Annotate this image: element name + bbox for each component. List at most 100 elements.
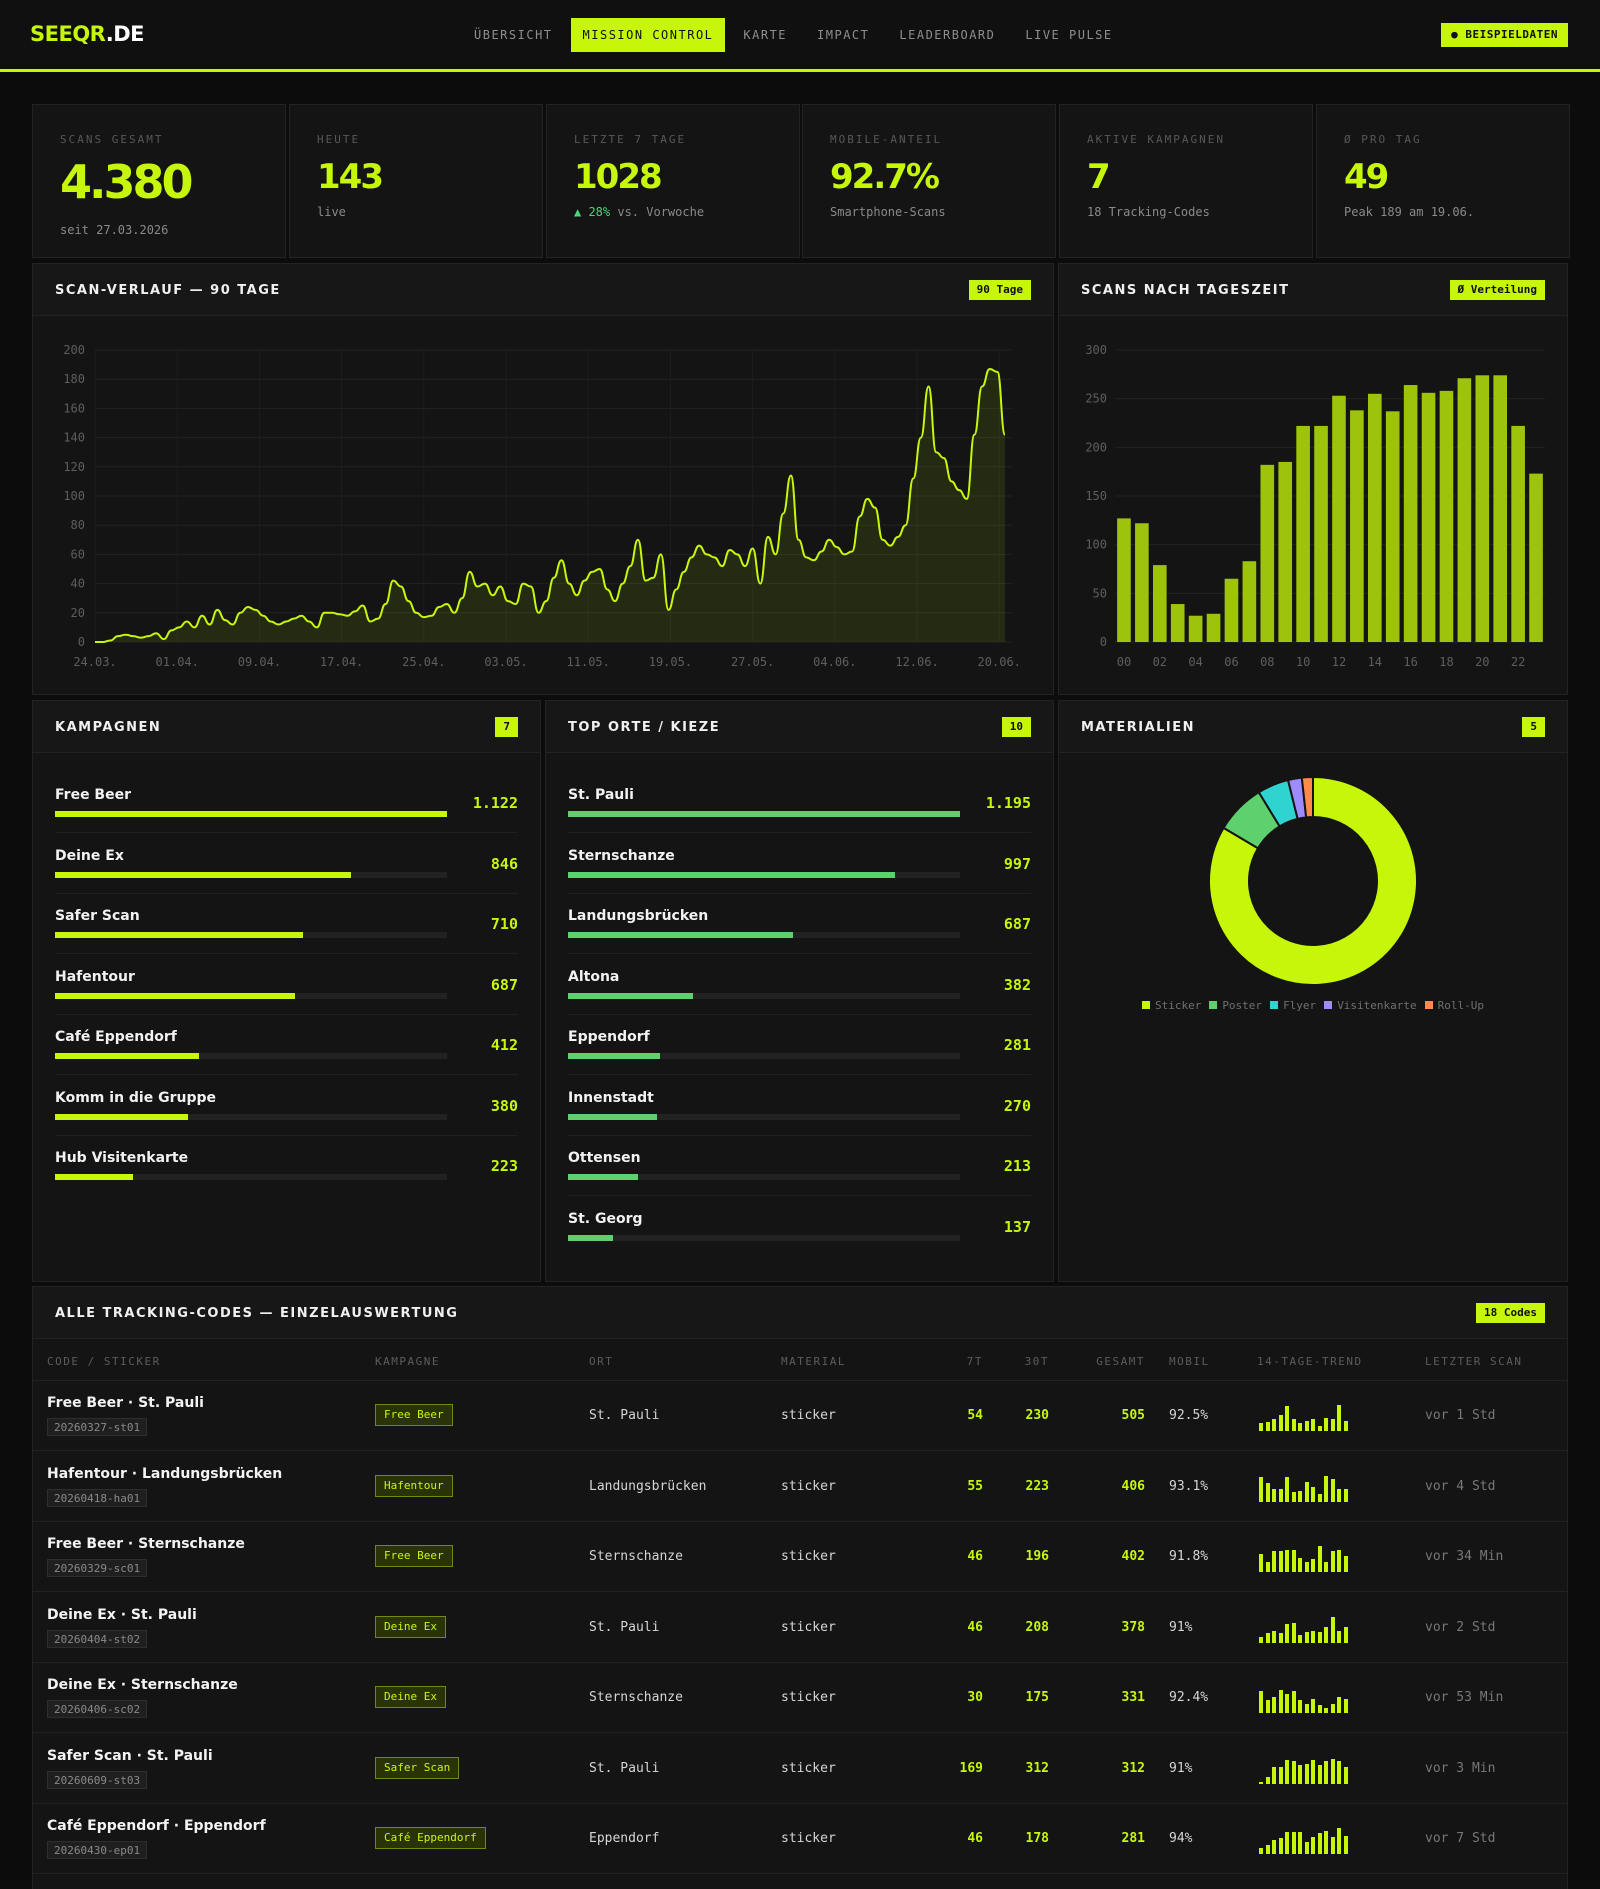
donut-slice-roll-up[interactable] (1300, 775, 1314, 819)
campaign-row[interactable]: Hafentour 687 (55, 955, 518, 1015)
table-row[interactable]: Café Eppendorf · Eppendorf 20260430-ep01 C… (33, 1804, 1567, 1874)
codes-count-badge: 18 Codes (1476, 1303, 1545, 1323)
rank-bar-track (568, 1234, 960, 1241)
tab-karte[interactable]: KARTE (743, 28, 788, 42)
table-row[interactable]: Free Beer · Sternschanze 20260329-sc01 Fre… (33, 1522, 1567, 1592)
distribution-badge[interactable]: Ø Verteilung (1449, 280, 1545, 300)
hour-bar-02[interactable] (1152, 565, 1167, 642)
range-badge[interactable]: 90 Tage (968, 280, 1031, 300)
legend-item[interactable]: Visitenkarte (1324, 999, 1417, 1012)
hour-bar-03[interactable] (1170, 604, 1185, 642)
hour-bar-23[interactable] (1529, 473, 1543, 642)
x-tick-label: 02 (1153, 655, 1167, 669)
col-code[interactable]: CODE / STICKER (47, 1355, 161, 1368)
hour-bar-22[interactable] (1511, 425, 1525, 642)
hour-bar-05[interactable] (1206, 613, 1221, 642)
hour-bar-01[interactable] (1135, 523, 1149, 642)
spark-bar (1337, 1549, 1341, 1572)
spark-bar (1298, 1765, 1302, 1784)
col-7t[interactable]: 7T (966, 1355, 983, 1368)
hour-bar-14[interactable] (1367, 393, 1382, 642)
col-total[interactable]: GESAMT (1096, 1355, 1145, 1368)
hour-bar-10[interactable] (1296, 425, 1310, 642)
campaign-row[interactable]: Free Beer 1.122 (55, 773, 518, 833)
hour-bar-06[interactable] (1224, 578, 1239, 642)
tab-impact[interactable]: IMPACT (817, 28, 870, 42)
rank-name: Deine Ex (55, 847, 124, 864)
rank-bar-fill (568, 992, 694, 999)
spark-bar (1317, 1632, 1322, 1643)
table-row[interactable]: Deine Ex · Sternschanze 20260406-sc02 Dein… (33, 1663, 1567, 1733)
tab-leaderboard[interactable]: LEADERBOARD (899, 28, 996, 42)
campaign-row[interactable]: Café Eppendorf 412 (55, 1015, 518, 1075)
hour-bar-09[interactable] (1278, 461, 1293, 642)
x-tick-label: 08 (1260, 655, 1274, 669)
tab-live-pulse[interactable]: LIVE PULSE (1025, 28, 1113, 42)
col-mobile[interactable]: MOBIL (1169, 1355, 1210, 1368)
place-row[interactable]: Eppendorf 281 (568, 1015, 1031, 1075)
col-30t[interactable]: 30T (1024, 1355, 1049, 1368)
place-row[interactable]: St. Georg 137 (568, 1197, 1031, 1257)
campaign-row[interactable]: Hub Visitenkarte 223 (55, 1136, 518, 1196)
hour-bar-12[interactable] (1332, 395, 1346, 642)
spark-bar (1259, 1476, 1263, 1502)
material-cell: sticker (781, 1690, 836, 1705)
campaign-row[interactable]: Komm in die Gruppe 380 (55, 1076, 518, 1136)
tab-uebersicht[interactable]: ÜBERSICHT (474, 28, 553, 42)
col-campaign[interactable]: KAMPAGNE (375, 1355, 440, 1368)
donut-slice-sticker[interactable] (1208, 775, 1418, 986)
place-row[interactable]: Sternschanze 997 (568, 834, 1031, 894)
hour-bar-20[interactable] (1475, 375, 1490, 642)
place-row[interactable]: Ottensen 213 (568, 1136, 1031, 1196)
place-row[interactable]: Innenstadt 270 (568, 1076, 1031, 1136)
hour-bar-19[interactable] (1457, 378, 1472, 642)
table-row[interactable]: Hafentour · Landungsbrücken 20260418-ha01… (33, 1452, 1567, 1522)
campaign-tag[interactable]: Deine Ex (375, 1615, 446, 1638)
spark-bar (1272, 1697, 1276, 1713)
kpi-value: 4.380 (60, 155, 194, 209)
hour-bar-13[interactable] (1350, 410, 1364, 642)
hour-bar-04[interactable] (1188, 615, 1203, 642)
col-place[interactable]: ORT (589, 1355, 614, 1368)
legend-item[interactable]: Sticker (1141, 999, 1201, 1012)
campaign-tag[interactable]: Free Beer (375, 1545, 453, 1567)
hour-bar-00[interactable] (1117, 518, 1131, 642)
campaign-tag[interactable]: Hafentour (375, 1474, 453, 1497)
spark-bar (1304, 1561, 1309, 1572)
demo-data-badge[interactable]: ● BEISPIELDATEN (1441, 23, 1568, 47)
campaign-tag[interactable]: Free Beer (375, 1404, 453, 1426)
col-material[interactable]: MATERIAL (781, 1355, 846, 1368)
hour-bar-15[interactable] (1385, 411, 1400, 642)
legend-item[interactable]: Flyer (1270, 999, 1316, 1012)
campaign-tag[interactable]: Safer Scan (375, 1756, 460, 1779)
rank-bar-track (568, 811, 960, 817)
place-row[interactable]: St. Pauli 1.195 (568, 773, 1031, 833)
logo[interactable]: SEEQR.DE (30, 22, 145, 46)
campaign-row[interactable]: Deine Ex 846 (55, 834, 518, 894)
table-row[interactable]: Deine Ex · St. Pauli 20260404-st02 Deine E… (33, 1593, 1567, 1663)
spark-bar (1324, 1707, 1328, 1713)
spark-bar (1317, 1425, 1322, 1431)
table-row[interactable]: Free Beer · St. Pauli 20260327-st01 Free B… (33, 1381, 1567, 1451)
hour-bar-18[interactable] (1439, 390, 1454, 642)
scans-7t-cell: 55 (967, 1478, 983, 1494)
campaign-tag[interactable]: Café Eppendorf (375, 1827, 486, 1849)
legend-item[interactable]: Poster (1209, 999, 1262, 1012)
hour-bar-21[interactable] (1493, 375, 1508, 642)
hour-bar-11[interactable] (1314, 425, 1328, 642)
place-row[interactable]: Landungsbrücken 687 (568, 894, 1031, 954)
hour-bar-17[interactable] (1421, 392, 1436, 642)
campaign-row[interactable]: Safer Scan 710 (55, 894, 518, 954)
hour-bar-16[interactable] (1403, 385, 1418, 642)
table-row[interactable]: Safer Scan · St. Pauli 20260609-st03 Safer… (33, 1734, 1567, 1804)
mobile-share-cell: 93.1% (1169, 1478, 1209, 1494)
y-tick-label: 50 (1093, 586, 1107, 600)
legend-item[interactable]: Roll-Up (1424, 999, 1484, 1012)
hour-bar-07[interactable] (1242, 561, 1257, 642)
campaign-tag[interactable]: Deine Ex (375, 1686, 446, 1708)
code-name: Safer Scan · St. Pauli (47, 1747, 213, 1764)
place-row[interactable]: Altona 382 (568, 955, 1031, 1015)
col-last-scan[interactable]: LETZTER SCAN (1425, 1355, 1523, 1368)
hour-bar-08[interactable] (1260, 464, 1275, 642)
tab-mission-control[interactable]: MISSION CONTROL (570, 18, 726, 52)
